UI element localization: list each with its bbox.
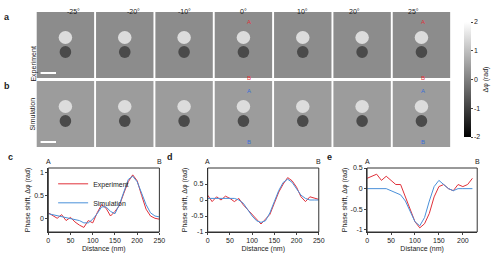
svg-text:A: A bbox=[205, 158, 210, 165]
svg-text:Simulation: Simulation bbox=[93, 200, 126, 207]
svg-text:-10°: -10° bbox=[178, 8, 191, 15]
svg-text:10°: 10° bbox=[297, 8, 308, 15]
svg-text:-0.5: -0.5 bbox=[191, 212, 203, 219]
svg-text:A: A bbox=[247, 19, 251, 25]
svg-text:1: 1 bbox=[40, 169, 44, 176]
svg-text:-1: -1 bbox=[356, 226, 362, 233]
svg-text:50: 50 bbox=[67, 237, 75, 244]
svg-text:Distance (nm): Distance (nm) bbox=[82, 245, 126, 253]
svg-text:-0.5: -0.5 bbox=[351, 206, 363, 213]
svg-text:100: 100 bbox=[87, 237, 99, 244]
svg-text:20°: 20° bbox=[349, 8, 360, 15]
svg-text:150: 150 bbox=[268, 237, 280, 244]
svg-text:150: 150 bbox=[433, 237, 445, 244]
svg-text:d: d bbox=[167, 152, 173, 162]
svg-text:-20°: -20° bbox=[127, 8, 140, 15]
svg-text:250: 250 bbox=[313, 237, 325, 244]
svg-text:0: 0 bbox=[359, 185, 363, 192]
svg-text:0°: 0° bbox=[240, 8, 247, 15]
svg-text:B: B bbox=[247, 75, 251, 81]
svg-text:b: b bbox=[4, 81, 10, 91]
svg-text:A: A bbox=[421, 88, 425, 94]
svg-text:Experiment: Experiment bbox=[93, 181, 128, 189]
svg-text:B: B bbox=[421, 75, 425, 81]
svg-text:0: 0 bbox=[40, 215, 44, 222]
svg-text:Experiment: Experiment bbox=[30, 46, 38, 81]
svg-text:Distance (nm): Distance (nm) bbox=[241, 245, 285, 253]
svg-text:200: 200 bbox=[131, 237, 143, 244]
svg-text:200: 200 bbox=[291, 237, 303, 244]
svg-text:0.5: 0.5 bbox=[353, 164, 363, 171]
svg-text:A: A bbox=[421, 19, 425, 25]
svg-text:Phase shift, Δφ (rad): Phase shift, Δφ (rad) bbox=[181, 168, 189, 232]
svg-text:-25°: -25° bbox=[67, 8, 80, 15]
svg-text:0.5: 0.5 bbox=[34, 192, 44, 199]
svg-text:1: 1 bbox=[474, 47, 478, 54]
svg-text:Distance (nm): Distance (nm) bbox=[400, 245, 444, 253]
svg-text:2: 2 bbox=[474, 18, 478, 25]
svg-text:Δφ (rad): Δφ (rad) bbox=[482, 67, 490, 93]
svg-text:100: 100 bbox=[409, 237, 421, 244]
svg-text:50: 50 bbox=[387, 237, 395, 244]
svg-text:0: 0 bbox=[46, 237, 50, 244]
svg-text:B: B bbox=[157, 158, 162, 165]
svg-text:a: a bbox=[4, 12, 10, 22]
svg-text:A: A bbox=[365, 158, 370, 165]
svg-text:B: B bbox=[316, 158, 321, 165]
svg-text:0: 0 bbox=[199, 196, 203, 203]
svg-text:-2: -2 bbox=[474, 133, 480, 140]
svg-text:0: 0 bbox=[206, 237, 210, 244]
svg-text:50: 50 bbox=[226, 237, 234, 244]
svg-text:B: B bbox=[475, 158, 480, 165]
svg-text:A: A bbox=[247, 88, 251, 94]
svg-text:-1: -1 bbox=[474, 105, 480, 112]
svg-text:c: c bbox=[8, 152, 13, 162]
svg-text:-1: -1 bbox=[197, 228, 203, 235]
svg-text:250: 250 bbox=[154, 237, 166, 244]
svg-text:B: B bbox=[421, 139, 425, 145]
svg-text:100: 100 bbox=[246, 237, 258, 244]
svg-text:200: 200 bbox=[457, 237, 469, 244]
svg-text:B: B bbox=[247, 139, 251, 145]
svg-text:Phase shift, Δφ (rad): Phase shift, Δφ (rad) bbox=[24, 168, 32, 232]
svg-text:25°: 25° bbox=[408, 8, 419, 15]
svg-text:150: 150 bbox=[109, 237, 121, 244]
svg-text:Phase shift, Δφ (rad): Phase shift, Δφ (rad) bbox=[341, 168, 349, 232]
svg-text:A: A bbox=[46, 158, 51, 165]
svg-text:Simulation: Simulation bbox=[29, 98, 36, 131]
svg-text:0: 0 bbox=[365, 237, 369, 244]
svg-text:e: e bbox=[327, 152, 332, 162]
svg-text:0: 0 bbox=[474, 76, 478, 83]
svg-text:0.5: 0.5 bbox=[194, 180, 204, 187]
